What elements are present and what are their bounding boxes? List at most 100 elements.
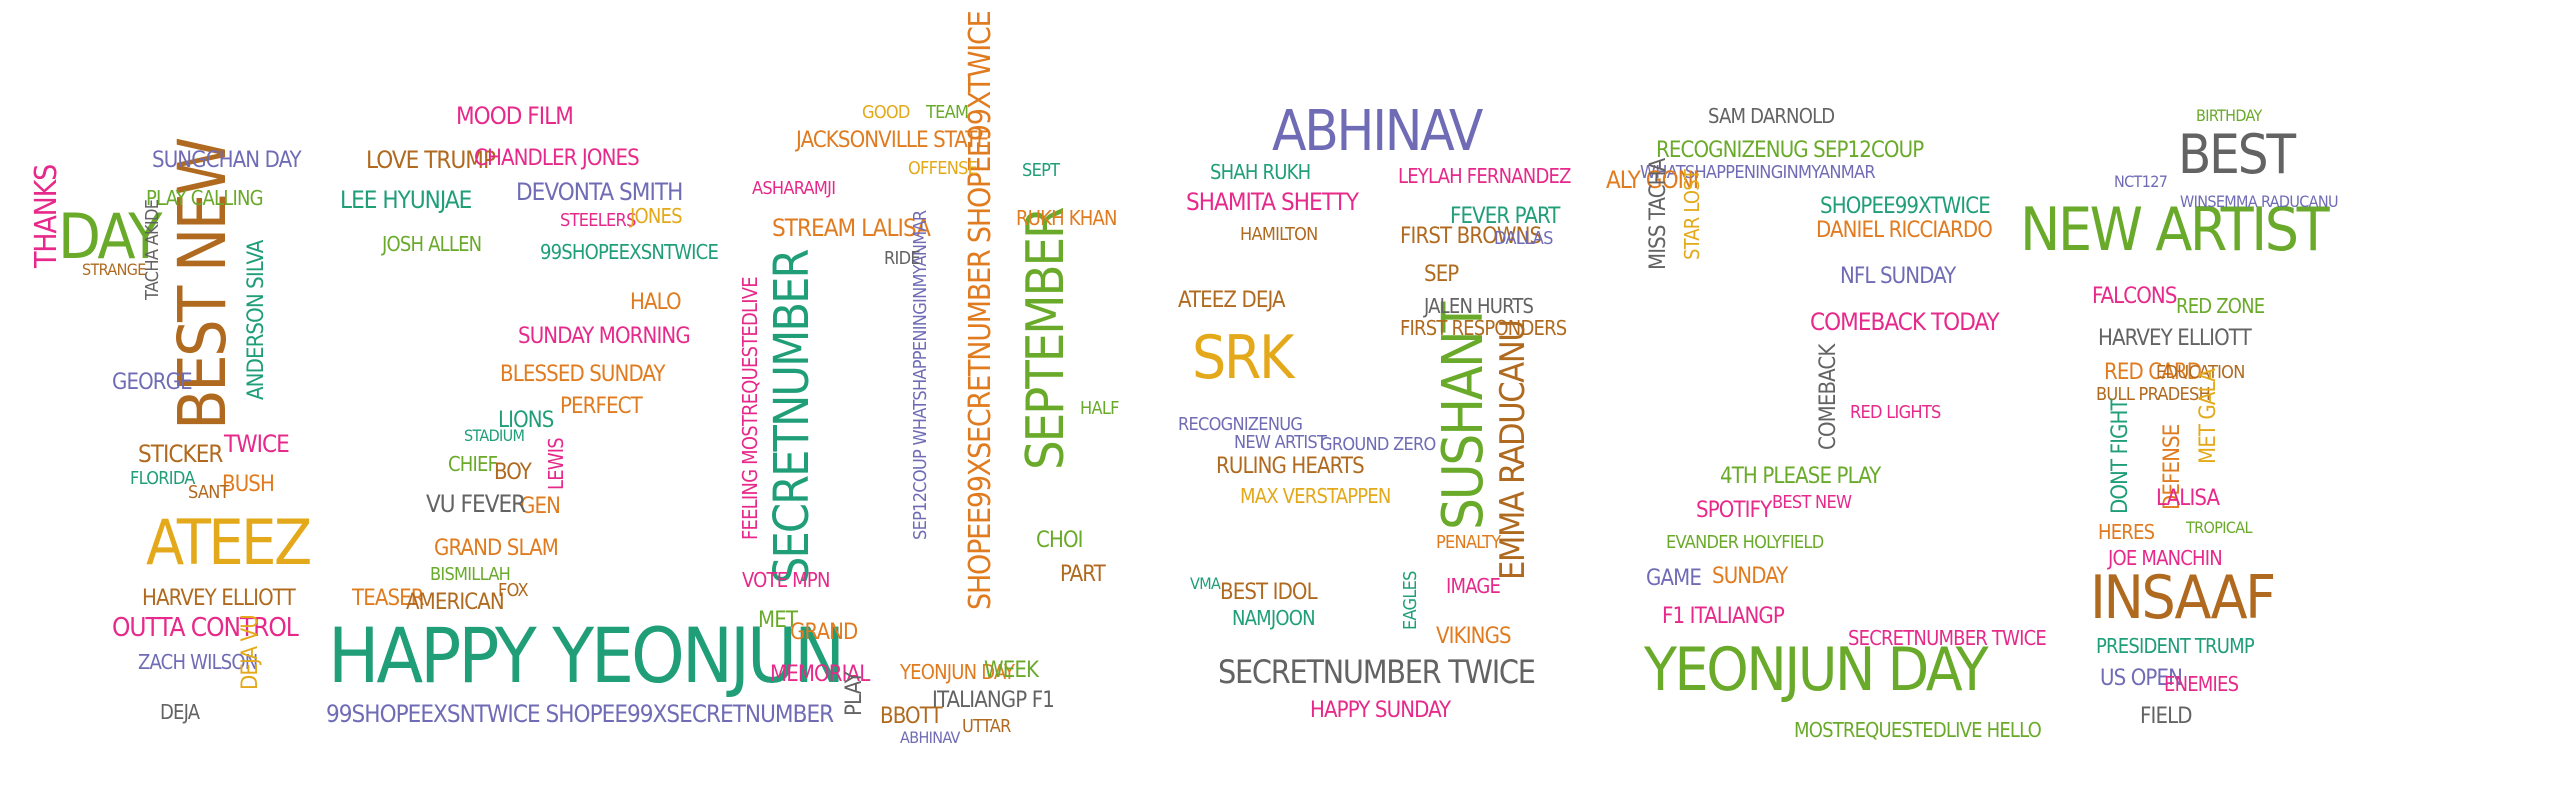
cloud-word: BEST IDOL	[1220, 580, 1318, 605]
cloud-word: RED ZONE	[2176, 294, 2265, 318]
cloud-word: US OPEN	[2100, 666, 2183, 691]
cloud-word: HAPPY SUNDAY	[1310, 698, 1451, 723]
cloud-word: TEASER	[352, 586, 425, 611]
cloud-word: WEEK	[984, 658, 1039, 683]
cloud-word: CHANDLER JONES	[474, 146, 640, 171]
cloud-word: LEYLAH FERNANDEZ	[1398, 164, 1571, 188]
cloud-word: RIDE	[884, 248, 921, 269]
cloud-word: DEVONTA SMITH	[516, 178, 683, 206]
cloud-word: RULING HEARTS	[1216, 454, 1365, 479]
cloud-word: LEE HYUNJAE	[340, 186, 472, 214]
cloud-word: STRANGE	[82, 260, 146, 279]
cloud-word: GAME	[1646, 566, 1702, 591]
cloud-word: YEONJUN DAY	[900, 660, 1015, 684]
cloud-word: EMMA RADUCANU	[1493, 320, 1533, 580]
cloud-word: DALLAS	[1494, 228, 1553, 249]
cloud-word: GRAND SLAM	[434, 536, 559, 561]
cloud-word: GEORGE	[112, 370, 193, 395]
cloud-word: TEAM	[926, 102, 969, 123]
cloud-word: DEJA	[160, 700, 200, 724]
cloud-word: NFL SUNDAY	[1840, 264, 1956, 289]
cloud-word: ITALIANGP F1	[932, 688, 1055, 713]
cloud-word: SECRETNUMBER TWICE	[1218, 653, 1536, 691]
cloud-word: MET	[758, 608, 798, 633]
cloud-word: GOOD	[862, 102, 910, 123]
cloud-word: BULL PRADESH	[2096, 384, 2211, 405]
cloud-word: HALF	[1080, 398, 1119, 419]
cloud-word: ASHARAMJI	[752, 178, 836, 199]
cloud-word: PART	[1060, 562, 1106, 587]
cloud-word: EAGLES	[1400, 571, 1421, 630]
cloud-word: FLORIDA	[130, 468, 195, 489]
cloud-word: JONES	[630, 204, 683, 228]
cloud-word: VOTE MPN	[742, 568, 830, 592]
cloud-word: RED CARD	[2104, 360, 2202, 385]
cloud-word: HALO	[630, 290, 682, 315]
cloud-word: SEPTEMBER	[1016, 208, 1076, 470]
cloud-word: FIELD	[2140, 704, 2192, 729]
cloud-word: YEONJUN DAY	[1644, 635, 1989, 705]
cloud-word: EVANDER HOLYFIELD	[1666, 532, 1824, 553]
cloud-word: MOSTREQUESTEDLIVE HELLO	[1794, 718, 2042, 742]
cloud-word: TWICE	[224, 430, 290, 458]
cloud-word: MEMORIAL	[770, 662, 870, 687]
cloud-word: SECRETNUMBER TWICE	[1848, 626, 2047, 650]
cloud-word: BIRTHDAY	[2196, 106, 2262, 125]
cloud-word: SHOPEE99XTWICE	[1820, 194, 1991, 219]
cloud-word: PLAY	[842, 672, 867, 716]
cloud-word: MAX VERSTAPPEN	[1240, 484, 1391, 508]
cloud-word: ABHINAV	[1272, 99, 1483, 164]
cloud-word: SAM DARNOLD	[1708, 104, 1835, 128]
cloud-word: SUNDAY MORNING	[518, 324, 691, 349]
cloud-word: ENEMIES	[2164, 672, 2239, 696]
cloud-word: HARVEY ELLIOTT	[2098, 326, 2252, 351]
cloud-word: SHAH RUKH	[1210, 160, 1311, 184]
cloud-word: BEST NEW	[1772, 492, 1852, 513]
cloud-word: MET GALA	[2196, 369, 2221, 464]
cloud-word: NEW ARTIST	[2020, 195, 2330, 265]
cloud-word: ABHINAV	[900, 728, 960, 747]
cloud-word: SUNDAY	[1712, 564, 1788, 589]
cloud-word: CHOI	[1036, 528, 1083, 553]
cloud-word: GROUND ZERO	[1320, 434, 1436, 455]
cloud-word: SANT	[188, 482, 230, 503]
cloud-word: ATEEZ DEJA	[1178, 288, 1286, 313]
cloud-word: LALISA	[2156, 486, 2220, 511]
cloud-word: PLAY CALLING	[146, 186, 264, 210]
cloud-word: ANDERSON SILVA	[244, 240, 269, 400]
cloud-word: SHOPEE99XSECRETNUMBER SHOPEE99XTWICE	[963, 11, 998, 610]
cloud-word: LIONS	[498, 408, 554, 433]
cloud-word: DONT FIGHT	[2108, 399, 2133, 514]
cloud-word: GEN	[520, 494, 561, 519]
cloud-word: NCT127	[2114, 172, 2168, 191]
cloud-word: SUNGCHAN DAY	[152, 148, 302, 173]
cloud-word: PENALTY	[1436, 532, 1501, 553]
cloud-word: UTTAR	[962, 716, 1011, 737]
cloud-word: BBOTT	[880, 704, 943, 729]
cloud-word: STAR LOST	[1680, 169, 1704, 260]
cloud-word: BUSH	[222, 472, 275, 497]
cloud-word: INSAAF	[2090, 563, 2276, 633]
cloud-word: LEWIS	[544, 438, 568, 490]
cloud-word: GRAND	[790, 620, 858, 645]
cloud-word: RECOGNIZENUG	[1178, 414, 1303, 435]
cloud-word: BEST	[2178, 123, 2296, 186]
cloud-word: HERES	[2098, 520, 2155, 544]
cloud-word: FIRST RESPONDERS	[1400, 316, 1567, 340]
cloud-word: FIRST BROWNS	[1400, 224, 1542, 249]
cloud-word: RUKH KHAN	[1016, 206, 1117, 230]
cloud-word: DANIEL RICCIARDO	[1816, 218, 1993, 243]
cloud-word: OFFENSE	[908, 158, 978, 179]
cloud-word: BOY	[494, 460, 532, 485]
cloud-word: SHAMITA SHETTY	[1186, 188, 1359, 216]
cloud-word: SEPT	[1022, 160, 1060, 181]
cloud-word: RECOGNIZENUG SEP12COUP	[1656, 138, 1924, 163]
cloud-word: JACKSONVILLE STATE	[796, 128, 989, 153]
cloud-word: VU FEVER	[426, 490, 526, 518]
cloud-word: JOE MANCHIN	[2108, 546, 2223, 570]
cloud-word: AMERICAN	[406, 590, 505, 615]
cloud-word: ZACH WILSON	[138, 650, 258, 674]
cloud-word: NAMJOON	[1232, 606, 1316, 630]
cloud-word: EDUCATION	[2156, 362, 2245, 383]
cloud-word: STADIUM	[464, 426, 525, 445]
